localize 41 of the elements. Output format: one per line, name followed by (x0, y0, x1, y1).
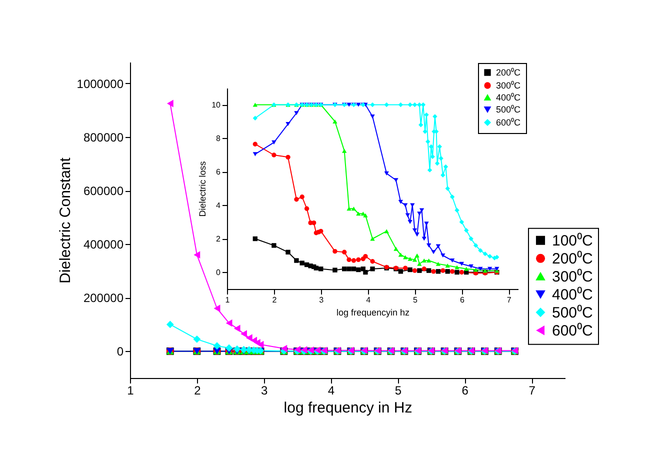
legend-label: 500⁰C (552, 304, 594, 322)
x-tick-label: 6 (462, 384, 469, 398)
x-tick-label: 4 (366, 296, 372, 304)
legend-label: 300⁰C (496, 80, 522, 90)
legend-label: 200⁰C (552, 250, 594, 268)
y-tick-label: 600000 (83, 184, 124, 198)
x-tick-label: 5 (394, 384, 402, 398)
x-axis-title: log frequency in Hz (284, 400, 412, 416)
y-tick-label: 10 (212, 100, 222, 110)
y-tick-label: 6 (216, 167, 222, 176)
y-tick-label: 2 (216, 234, 222, 244)
x-tick-label: 3 (261, 384, 268, 398)
y-tick-label: 8 (216, 134, 222, 143)
y-tick-label: 0 (216, 268, 222, 277)
y-tick-label: 800000 (83, 130, 124, 144)
legend-label: 400⁰C (496, 92, 522, 102)
legend-label: 600⁰C (496, 118, 522, 128)
legend-label: 100⁰C (552, 232, 594, 250)
x-tick-label: 4 (328, 384, 335, 398)
x-tick-label: 1 (127, 384, 134, 398)
y-axis-title: Dielectric Constant (56, 156, 74, 284)
legend-label: 300⁰C (552, 268, 594, 286)
y-tick-label: 0 (116, 344, 124, 359)
x-tick-label: 7 (528, 384, 536, 398)
legend-label: 500⁰C (496, 104, 522, 114)
y-tick-label: 1000000 (76, 76, 124, 91)
y-tick-label: 400000 (83, 238, 124, 252)
x-tick-label: 3 (319, 296, 324, 304)
y-tick-label: 4 (216, 200, 222, 210)
y-axis-title: Dielectric loss (198, 160, 208, 217)
x-tick-label: 7 (506, 296, 512, 304)
x-tick-label: 6 (460, 296, 465, 304)
y-tick-label: 200000 (83, 291, 124, 306)
legend-label: 400⁰C (552, 286, 594, 304)
x-tick-label: 2 (272, 296, 278, 304)
x-tick-label: 1 (225, 296, 230, 304)
legend-label: 600⁰C (552, 322, 594, 340)
legend-label: 200⁰C (496, 68, 522, 78)
x-tick-label: 2 (194, 384, 202, 398)
x-tick-label: 5 (413, 296, 418, 304)
x-axis-title: log frequencyin hz (336, 308, 410, 318)
